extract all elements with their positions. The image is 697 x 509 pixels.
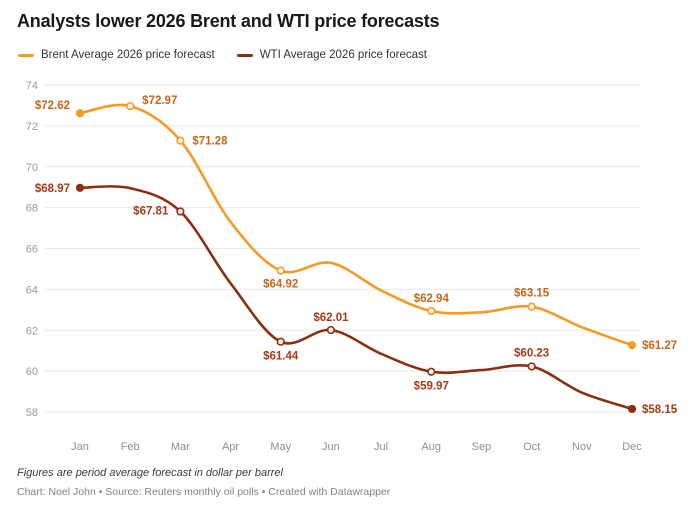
data-point-marker [276,337,285,346]
value-label: $62.94 [414,293,450,305]
data-point-marker [627,404,637,414]
data-point-marker [126,101,135,111]
footnote: Figures are period average forecast in d… [17,467,283,479]
x-axis-tick-label: May [270,441,291,453]
legend-swatch [236,53,253,57]
legend-label: Brent Average 2026 price forecast [41,49,215,61]
data-point-marker [176,207,185,216]
value-label: $64.92 [263,279,298,291]
value-label: $60.23 [514,347,549,359]
data-point-marker [276,266,285,275]
legend-item: WTI Average 2026 price forecast [236,49,427,61]
value-label: $72.97 [142,95,177,107]
legend-item: Brent Average 2026 price forecast [18,49,215,61]
x-axis-tick-label: Jan [71,441,89,453]
x-axis-tick-label: Feb [121,441,140,453]
data-point-marker [527,302,536,311]
x-axis-tick-label: Apr [222,441,239,453]
data-point-marker [427,367,436,376]
data-point-marker [427,306,436,316]
data-point-marker [326,325,336,335]
y-axis-tick-label: 64 [26,284,38,296]
x-axis-tick-label: Sep [472,441,492,453]
legend-swatch [18,53,34,57]
x-axis-tick-label: Oct [523,441,540,453]
x-axis-tick-label: Dec [622,441,642,453]
legend-label: WTI Average 2026 price forecast [259,49,427,61]
y-axis-tick-label: 58 [26,407,38,419]
x-axis-tick-label: Nov [572,441,592,453]
value-label: $71.28 [192,136,228,148]
legend: Brent Average 2026 price forecast WTI Ave… [18,49,427,61]
y-axis-tick-label: 74 [26,80,38,92]
value-label: $58.15 [642,404,678,416]
value-label: $67.81 [133,206,169,218]
value-label: $68.97 [35,183,70,195]
chart-title: Analysts lower 2026 Brent and WTI price … [17,11,440,31]
data-point-marker [627,341,637,350]
x-axis-tick-label: Jul [374,441,388,453]
x-axis-tick-label: Mar [171,441,190,453]
line-chart: 58 60 62 64 66 68 70 72 74 Jan Feb Mar Apr May Jun Jul A… [26,80,678,453]
value-label: $72.62 [35,100,70,112]
value-label: $59.97 [414,381,449,393]
y-axis-tick-label: 66 [26,244,38,256]
credit-line: Chart: Noel John • Source: Reuters month… [17,486,391,498]
y-axis-tick-label: 68 [26,203,38,215]
data-point-marker [75,183,85,192]
data-point-marker [527,362,536,371]
data-point-marker [176,136,185,145]
y-axis-tick-label: 60 [26,366,38,378]
value-label: $61.44 [263,351,299,363]
value-label: $63.15 [514,288,550,300]
y-axis-tick-label: 70 [26,162,38,174]
x-axis-tick-label: Aug [421,441,441,453]
y-axis-tick-label: 62 [26,325,38,337]
value-label: $61.27 [642,340,677,352]
value-label: $62.01 [313,312,349,324]
x-axis-tick-label: Jun [322,441,340,453]
data-point-marker [75,109,85,118]
series-line [78,103,634,347]
y-axis-tick-label: 72 [26,121,38,133]
